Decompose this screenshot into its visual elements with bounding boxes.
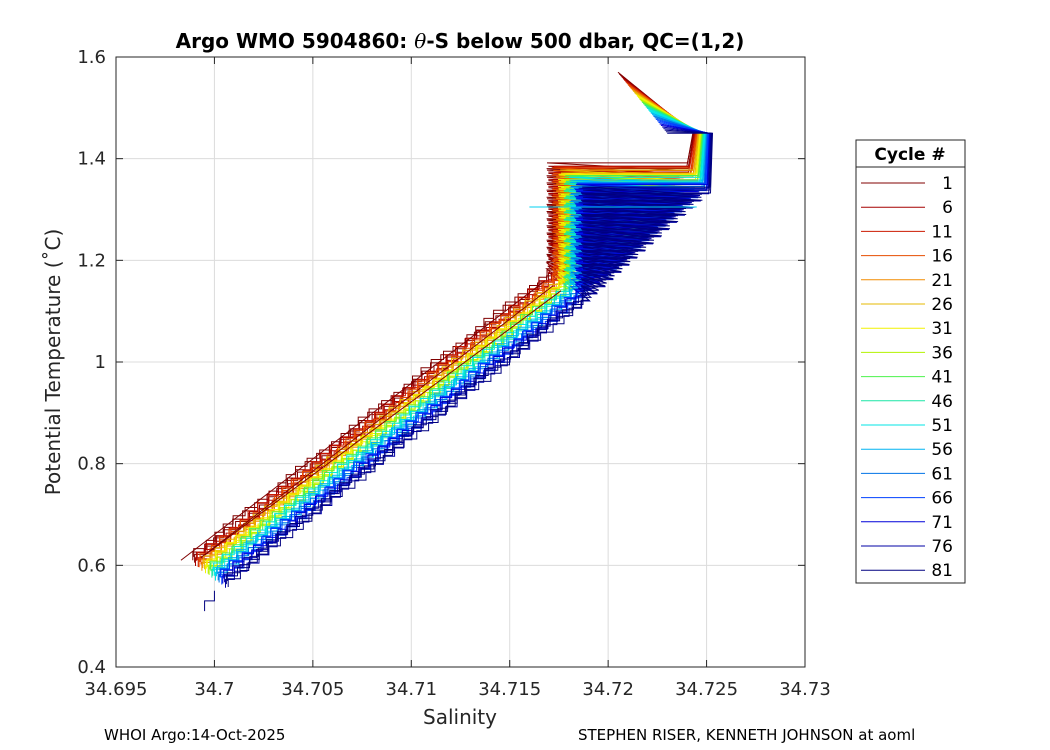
legend-label: 41 <box>931 368 953 388</box>
legend-label: 16 <box>931 247 953 267</box>
profile-line <box>216 114 707 574</box>
profile-line <box>223 124 711 579</box>
x-tick-labels: 34.695 34.7 34.705 34.71 34.715 34.72 34.725 34… <box>85 679 831 700</box>
profile-line <box>203 90 700 564</box>
y-tick-label: 0.8 <box>77 454 106 475</box>
y-tick-label: 0.4 <box>77 657 106 678</box>
legend-label: 46 <box>931 392 953 412</box>
footer-right: STEPHEN RISER, KENNETH JOHNSON at aoml <box>578 726 916 744</box>
y-axis-label: Potential Temperature (˚C) <box>41 229 65 496</box>
chart-title: Argo WMO 5904860: θ-S below 500 dbar, QC… <box>176 29 745 53</box>
profile-line <box>227 132 714 587</box>
legend-label: 81 <box>931 561 953 581</box>
profile-line <box>193 73 694 557</box>
legend-label: 11 <box>931 222 953 242</box>
profile-line <box>207 98 702 574</box>
x-tick-label: 34.72 <box>582 679 634 700</box>
legend-label: 36 <box>931 343 953 363</box>
profile-line <box>204 590 215 612</box>
profile-line <box>215 112 707 577</box>
legend-box <box>855 139 966 584</box>
x-axis-label: Salinity <box>423 705 497 729</box>
profile-line <box>205 95 701 569</box>
x-tick-label: 34.71 <box>386 679 438 700</box>
x-tick-label: 34.73 <box>779 679 831 700</box>
legend-label: 6 <box>942 198 953 218</box>
profile-line <box>213 107 705 572</box>
profile-line <box>200 285 554 559</box>
x-tick-label: 34.725 <box>675 679 738 700</box>
legend-label: 21 <box>931 271 953 291</box>
y-tick-label: 1.6 <box>77 47 106 68</box>
x-tick-label: 34.695 <box>85 679 148 700</box>
legend-label: 1 <box>942 174 953 194</box>
profile-line <box>221 121 710 585</box>
profile-line <box>225 129 713 585</box>
legend-label: 51 <box>931 416 953 436</box>
legend-label: 31 <box>931 319 953 339</box>
profile-line <box>195 76 695 566</box>
y-tick-label: 1.4 <box>77 149 106 170</box>
profile-line <box>204 92 700 570</box>
x-tick-label: 34.715 <box>478 679 541 700</box>
legend-label: 66 <box>931 489 953 509</box>
x-tick-label: 34.705 <box>281 679 344 700</box>
profile-line <box>217 115 708 581</box>
profile-line <box>226 131 713 581</box>
profiles <box>180 71 714 612</box>
profile-line <box>224 126 712 583</box>
profile-line <box>204 290 562 556</box>
profile-line <box>208 99 703 575</box>
profile-line <box>194 75 695 563</box>
y-tick-label: 1.2 <box>77 250 106 271</box>
legend-label: 76 <box>931 537 953 557</box>
profile-line <box>199 84 698 562</box>
profile-line <box>225 128 712 588</box>
profile-line <box>209 101 703 570</box>
y-tick-label: 1 <box>95 352 106 373</box>
legend-label: 56 <box>931 440 953 460</box>
profile-line <box>180 280 546 561</box>
legend-title: Cycle # <box>874 145 945 165</box>
footer-left: WHOI Argo:14-Oct-2025 <box>104 726 286 744</box>
y-tick-labels: 0.4 0.6 0.8 1 1.2 1.4 1.6 <box>77 47 106 678</box>
legend-label: 61 <box>931 464 953 484</box>
y-tick-label: 0.6 <box>77 555 106 576</box>
x-tick-label: 34.7 <box>194 679 234 700</box>
ticks <box>115 56 806 668</box>
legend-label: 26 <box>931 295 953 315</box>
legend-label: 71 <box>931 513 953 533</box>
